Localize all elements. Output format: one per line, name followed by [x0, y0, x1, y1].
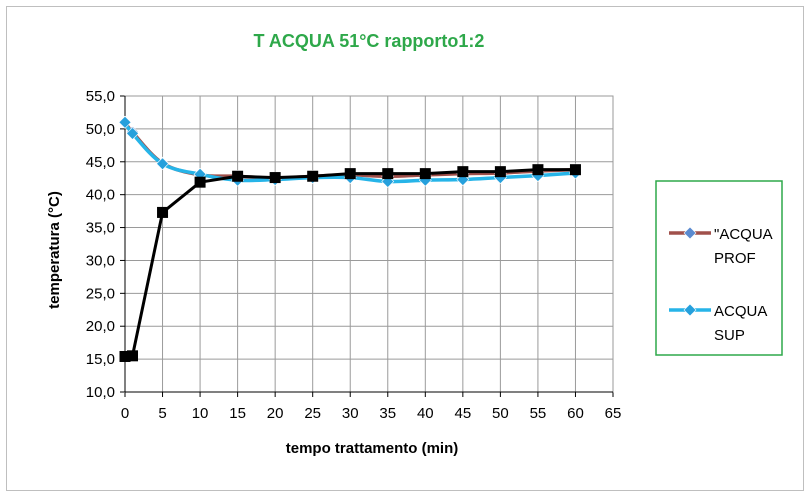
legend-label: "ACQUA	[714, 226, 773, 243]
y-tick-label: 50,0	[86, 121, 115, 138]
x-tick-label: 45	[455, 405, 472, 422]
y-tick-label: 10,0	[86, 384, 115, 401]
legend-items: "ACQUA PROF ACQUA SUP	[669, 226, 773, 344]
y-tick-label: 45,0	[86, 154, 115, 171]
data-point	[569, 164, 581, 176]
plot-area-border	[124, 95, 614, 393]
legend-swatch-marker	[683, 226, 697, 240]
y-tick-label: 15,0	[86, 351, 115, 368]
x-tick-label: 10	[192, 405, 209, 422]
chart-frame: 0 5 10 15 20 25 30 35 40 45 50 55 60 65 10,0 15,0 20,0 25…	[6, 6, 804, 491]
x-tick-label: 65	[605, 405, 622, 422]
x-tick-label: 50	[492, 405, 509, 422]
data-point	[419, 168, 431, 180]
chart-title: T ACQUA 51°C rapporto1:2	[254, 31, 485, 51]
x-tick-label: 35	[379, 405, 396, 422]
x-tick-label: 0	[121, 405, 129, 422]
data-point	[382, 168, 394, 180]
series-layer	[118, 115, 582, 362]
y-tick-label: 40,0	[86, 187, 115, 204]
x-tick-label: 55	[530, 405, 547, 422]
legend-box	[655, 180, 783, 356]
data-point	[157, 206, 169, 218]
chart-svg: 0 5 10 15 20 25 30 35 40 45 50 55 60 65 10,0 15,0 20,0 25…	[46, 31, 783, 457]
y-tick-label: 20,0	[86, 318, 115, 335]
axis-layer: 0 5 10 15 20 25 30 35 40 45 50 55 60 65 10,0 15,0 20,0 25…	[86, 88, 622, 422]
x-tick-label: 40	[417, 405, 434, 422]
data-point	[269, 172, 281, 184]
legend-item-0: "ACQUA PROF	[669, 226, 773, 267]
y-tick-label: 30,0	[86, 252, 115, 269]
x-tick-label: 15	[229, 405, 246, 422]
grid-layer	[124, 95, 614, 393]
x-tick-label: 30	[342, 405, 359, 422]
series-2	[119, 164, 581, 362]
data-point	[344, 168, 356, 180]
data-point	[156, 157, 169, 171]
legend-item-1: ACQUA SUP	[669, 303, 767, 344]
legend-label: ACQUA	[714, 303, 767, 320]
series-line	[124, 168, 576, 358]
x-tick-label: 25	[304, 405, 321, 422]
legend-label: PROF	[714, 250, 756, 267]
data-point	[119, 350, 131, 362]
x-tick-label: 5	[158, 405, 166, 422]
x-axis-title: tempo trattamento (min)	[286, 440, 459, 457]
data-point	[126, 127, 139, 140]
x-tick-label: 60	[567, 405, 584, 422]
data-point	[532, 164, 544, 176]
data-point	[194, 176, 206, 188]
legend: "ACQUA PROF ACQUA SUP	[655, 180, 783, 356]
y-tick-label: 35,0	[86, 220, 115, 237]
y-tick-label: 55,0	[86, 88, 115, 105]
data-point	[307, 170, 319, 182]
data-point	[494, 166, 506, 178]
data-point	[232, 170, 244, 182]
data-point	[127, 350, 139, 362]
legend-swatch-marker	[683, 303, 697, 317]
data-point	[118, 115, 132, 129]
y-axis-title: temperatura (°C)	[46, 191, 63, 309]
data-point	[457, 166, 469, 178]
y-tick-label: 25,0	[86, 285, 115, 302]
legend-label: SUP	[714, 327, 745, 344]
x-tick-label: 20	[267, 405, 284, 422]
